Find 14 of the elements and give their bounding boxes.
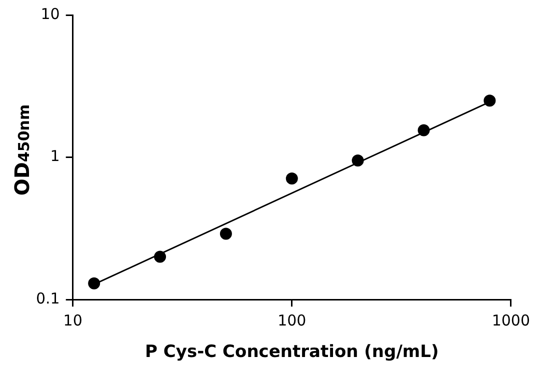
point [484,94,496,107]
x-tick-label: 1000 [492,311,530,330]
y-tick-label: 0.1 [36,289,60,308]
point [286,172,298,184]
point [154,250,166,263]
point [352,154,364,166]
point [418,124,430,136]
y-tick-label: 10 [40,4,60,23]
y-tick-label: 1 [50,147,60,166]
x-axis-title: P Cys-C Concentration (ng/mL) [145,342,439,362]
x-tick-label: 100 [278,311,306,330]
point [88,277,100,290]
point [220,228,232,240]
x-tick-label: 10 [63,311,82,330]
